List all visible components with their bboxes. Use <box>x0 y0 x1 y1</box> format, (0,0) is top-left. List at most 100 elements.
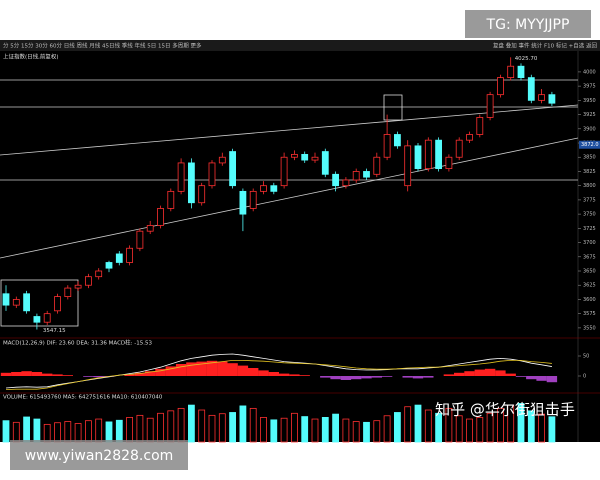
macd-bar <box>402 376 413 378</box>
y-tick-label: 3575 <box>583 311 596 317</box>
macd-bar <box>412 376 424 379</box>
macd-bar <box>124 374 135 376</box>
macd-bar <box>484 368 496 376</box>
candle-body <box>270 185 278 192</box>
y-tick-label: 3925 <box>583 112 596 118</box>
highlight-box <box>383 94 403 121</box>
candle-body <box>507 65 515 78</box>
y-tick-label: 3625 <box>583 283 596 289</box>
y-tick-label: 3950 <box>583 98 596 104</box>
volume-bar <box>157 412 164 443</box>
candle-body <box>105 262 113 269</box>
macd-bar <box>0 372 12 376</box>
macd-bar <box>515 376 527 377</box>
volume-bar <box>476 416 484 443</box>
candle-body <box>157 208 164 226</box>
macd-bar <box>371 376 382 378</box>
current-price-label: 3872.0 <box>581 142 599 148</box>
volume-bar <box>466 418 473 443</box>
macd-bar <box>464 371 475 376</box>
volume-bar <box>301 416 309 443</box>
trend-line <box>0 104 579 156</box>
macd-bar <box>21 371 32 376</box>
macd-bar <box>340 376 352 380</box>
candle-body <box>414 145 422 170</box>
macd-bar <box>62 375 73 376</box>
macd-bar <box>474 369 485 376</box>
candle-body <box>301 153 309 161</box>
macd-bar <box>206 360 218 376</box>
volume-bar <box>280 417 288 443</box>
volume-bar <box>548 416 556 443</box>
candle-body <box>115 253 123 263</box>
volume-bar <box>105 421 113 443</box>
macd-bar <box>361 376 372 379</box>
volume-bar <box>167 410 175 443</box>
volume-bar <box>74 423 82 443</box>
macd-bar <box>454 372 465 376</box>
volume-bar <box>455 415 463 443</box>
candle-body <box>311 156 319 161</box>
y-tick-label: 3775 <box>583 197 596 203</box>
toolbar-right[interactable]: 复盘 叠加 事件 统计 F10 标记 +自选 返回 <box>493 42 598 50</box>
candle-body <box>527 77 535 101</box>
macd-bar <box>248 368 259 376</box>
site-box <box>10 440 188 470</box>
macd-bar <box>258 370 269 376</box>
highlight-box <box>0 279 79 327</box>
toolbar-left[interactable]: 分 5分 15分 30分 60分 日线 周线 月线 45日线 季线 年线 5日 … <box>3 42 202 50</box>
macd-bar <box>145 371 156 376</box>
macd-bar <box>495 370 506 376</box>
candle-body <box>136 230 144 249</box>
y-tick-label: 3600 <box>583 297 596 303</box>
macd-bar <box>227 363 238 376</box>
y-tick-label: 3750 <box>583 212 596 218</box>
candle-body <box>260 185 267 192</box>
candle-body <box>373 156 381 175</box>
macd-bar <box>165 366 176 376</box>
macd-bar <box>330 376 341 380</box>
candle-body <box>548 94 556 104</box>
candle-body <box>229 151 237 187</box>
macd-bar <box>289 374 300 376</box>
chart-background <box>0 40 600 442</box>
volume-bar <box>115 419 123 443</box>
macd-bar <box>443 374 455 376</box>
candle-body <box>74 284 82 289</box>
volume-label: VOLUME: 615493760 MA5: 642751616 MA10: 6… <box>3 395 163 401</box>
macd-bar <box>93 376 104 378</box>
volume-bar <box>95 418 103 443</box>
macd-label: MACD(12,26,9) DIF: 23.60 DEA: 31.36 MACD… <box>3 339 152 347</box>
candle-body <box>12 299 20 306</box>
watermark: 知乎 @华尔街狙击手 <box>435 401 575 419</box>
macd-bar <box>175 364 187 376</box>
candle-body <box>64 287 72 298</box>
volume-bar <box>383 415 391 443</box>
candle-body <box>187 162 195 204</box>
macd-bar <box>186 362 197 376</box>
macd-tick-label: 50 <box>583 354 589 360</box>
y-tick-label: 3725 <box>583 226 596 232</box>
volume-bar <box>290 412 298 443</box>
candle-body <box>167 190 175 209</box>
volume-bar <box>43 423 51 443</box>
candle-body <box>332 173 340 187</box>
macd-bar <box>320 376 331 378</box>
volume-bar <box>85 420 92 443</box>
candle-body <box>280 156 288 187</box>
macd-bar <box>42 373 53 376</box>
site-text: www.yiwan2828.com <box>25 448 174 464</box>
candle-body <box>363 171 370 178</box>
low-annotation: 3547.15 <box>43 328 66 334</box>
macd-dea-line <box>5 359 552 390</box>
candle-body <box>126 247 133 263</box>
macd-bar <box>11 372 22 376</box>
volume-bar <box>435 412 443 443</box>
candle-body <box>455 139 463 158</box>
y-tick-label: 3550 <box>583 325 596 331</box>
macd-bar <box>536 376 547 381</box>
volume-bar <box>363 421 370 443</box>
candle-body <box>393 134 401 147</box>
candle-body <box>249 190 257 209</box>
